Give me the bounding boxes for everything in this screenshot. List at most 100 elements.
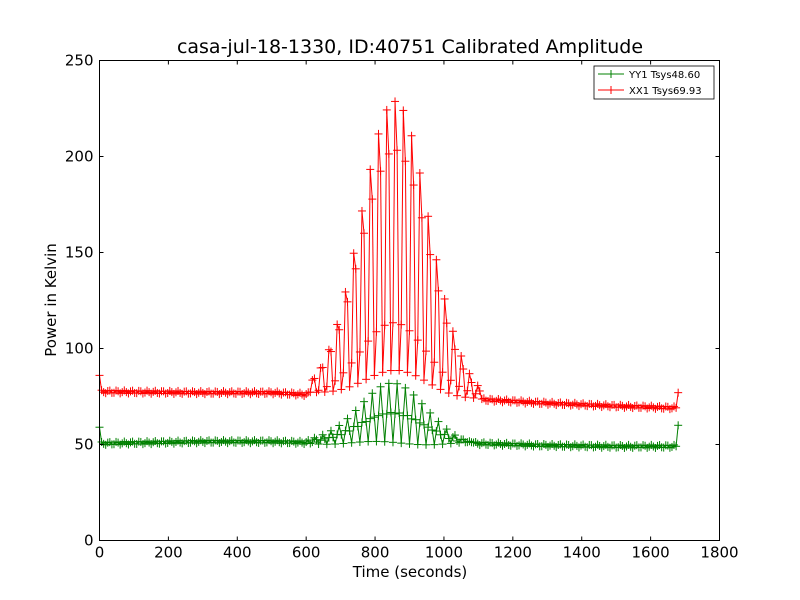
series-segment [392, 101, 396, 323]
series-segment [409, 418, 413, 444]
series-1 [95, 97, 683, 414]
series-segment [371, 199, 375, 376]
series-segment [396, 383, 400, 414]
series-segment [419, 172, 423, 218]
series-segment [398, 412, 402, 444]
series-segment [365, 341, 369, 380]
series-segment [402, 110, 406, 162]
series-segment [375, 415, 379, 442]
series-segment [347, 301, 351, 387]
series-segment [369, 393, 373, 419]
series-segment [400, 110, 404, 325]
legend: YY1 Tsys48.60 XX1 Tsys69.93 [593, 65, 715, 100]
legend-label-xx1: XX1 Tsys69.93 [629, 86, 702, 97]
x-tick-label: 1600 [632, 544, 670, 562]
series-segment [454, 349, 458, 396]
data-layer [95, 97, 683, 452]
y-tick-label: 50 [74, 436, 93, 454]
series-segment [435, 259, 439, 291]
series-segment [382, 413, 386, 442]
series-segment [433, 259, 437, 363]
series-segment [415, 419, 419, 445]
series-segment [442, 298, 446, 373]
series-segment [386, 109, 390, 154]
series-segment [394, 101, 398, 151]
series-segment [425, 216, 429, 352]
series-segment [369, 169, 373, 200]
y-tick-label: 100 [65, 340, 94, 358]
series-segment [411, 135, 415, 186]
series-segment [413, 394, 417, 420]
series-segment [421, 217, 425, 381]
series-segment [378, 133, 382, 172]
series-segment [404, 161, 408, 373]
series-segment [396, 150, 400, 371]
y-tick-label: 150 [65, 244, 94, 262]
series-0 [95, 379, 683, 452]
series-segment [398, 324, 402, 371]
series-segment [384, 413, 388, 442]
x-tick-label: 600 [292, 544, 321, 562]
series-segment [388, 153, 392, 371]
series-segment [351, 253, 355, 363]
series-segment [390, 412, 394, 443]
series-segment [359, 210, 363, 352]
series-segment [373, 417, 377, 442]
y-tick-label: 0 [84, 532, 94, 550]
series-segment [384, 109, 388, 326]
series-segment [390, 322, 394, 371]
series-segment [409, 135, 413, 331]
y-axis-title: Power in Kelvin [42, 243, 60, 357]
series-segment [417, 173, 421, 341]
series-segment [388, 383, 392, 413]
x-tick-label: 200 [154, 544, 183, 562]
series-segment [386, 383, 390, 414]
series-segment [444, 298, 448, 324]
series-segment [406, 330, 410, 373]
series-segment [423, 351, 427, 381]
plot-frame [99, 60, 720, 541]
series-segment [458, 355, 462, 387]
series-segment [322, 367, 326, 393]
x-tick-label: 400 [223, 544, 252, 562]
series-segment [462, 368, 466, 398]
chart-title: casa-jul-18-1330, ID:40751 Calibrated Am… [177, 36, 643, 58]
series-segment [429, 254, 433, 385]
x-tick-label: 1000 [425, 544, 463, 562]
x-tick-label: 800 [361, 544, 390, 562]
series-segment [450, 331, 454, 381]
series-segment [437, 290, 441, 390]
series-segment [382, 325, 386, 373]
series-segment [367, 169, 371, 342]
series-segment [334, 324, 338, 381]
series-segment [380, 171, 384, 373]
series-segment [375, 133, 379, 332]
ticks-layer: 0 200 400 600 800 1000 1200 1400 1600 1800 0 50 100 1… [65, 52, 739, 562]
series-segment [402, 387, 406, 416]
series-segment [400, 415, 404, 444]
series-segment [378, 386, 382, 416]
series-segment [326, 349, 330, 387]
legend-box [593, 65, 715, 100]
series-segment [406, 415, 410, 444]
series-segment [330, 351, 334, 392]
series-segment [415, 340, 419, 376]
series-segment [373, 331, 377, 376]
y-tick-label: 200 [65, 148, 94, 166]
x-tick-label: 1800 [700, 544, 738, 562]
series-segment [394, 383, 398, 414]
series-segment [355, 268, 359, 384]
x-axis-title: Time (seconds) [352, 563, 468, 581]
series-segment [338, 329, 342, 390]
series-segment [357, 351, 361, 384]
legend-label-yy1: YY1 Tsys48.60 [628, 70, 700, 81]
series-segment [363, 233, 367, 380]
series-segment [404, 387, 408, 416]
x-tick-label: 1200 [494, 544, 532, 562]
series-segment [446, 323, 450, 394]
x-tick-label: 0 [95, 544, 105, 562]
series-segment [427, 216, 431, 255]
series-segment [380, 386, 384, 414]
x-tick-label: 1400 [563, 544, 601, 562]
